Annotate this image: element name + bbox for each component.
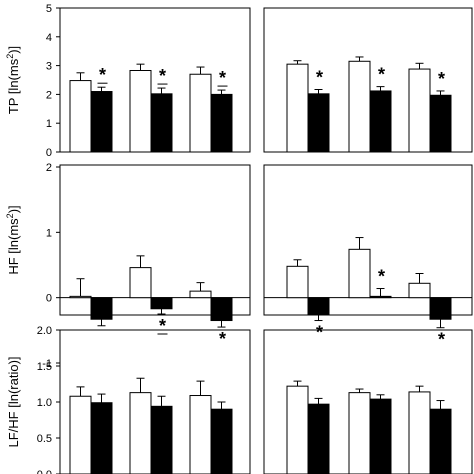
- y-tick-label: 2.0: [37, 325, 52, 337]
- y-tick-label: 2: [46, 89, 52, 101]
- y-tick-label: 1: [46, 118, 52, 130]
- bar-white: [69, 395, 92, 474]
- bar-white: [189, 395, 212, 474]
- bar-black: [307, 93, 330, 153]
- y-axis-label-sup: 2: [5, 213, 15, 218]
- y-tick-label: 0: [46, 147, 52, 159]
- bar-white: [408, 282, 431, 299]
- bar-black: [90, 297, 113, 320]
- bar-white: [286, 265, 309, 299]
- bar-white: [348, 392, 371, 474]
- panel-frame: [263, 329, 473, 474]
- bar-white: [286, 63, 309, 153]
- y-axis-label: HF [ln(ms2)]: [5, 205, 21, 274]
- y-tick-label: 3: [46, 61, 52, 73]
- significance-star: *: [99, 65, 106, 85]
- significance-star: *: [438, 330, 445, 350]
- bar-black: [210, 408, 233, 474]
- bar-white: [189, 73, 212, 153]
- panel-frame: [59, 164, 251, 316]
- y-tick-label: -1: [42, 358, 52, 370]
- bar-black: [429, 94, 452, 153]
- significance-star: *: [378, 267, 385, 287]
- bar-black: [429, 408, 452, 474]
- bar-white: [69, 295, 92, 299]
- y-tick-label: 1.5: [37, 361, 52, 373]
- bar-black: [210, 297, 233, 322]
- significance-star: *: [219, 68, 226, 88]
- bar-black: [90, 91, 113, 153]
- bar-black: [369, 90, 392, 153]
- bar-black: [307, 403, 330, 474]
- y-tick-label: 4: [46, 32, 52, 44]
- bar-black: [150, 93, 173, 153]
- y-tick-label: 2: [46, 162, 52, 174]
- y-axis-label: TP [ln(ms2)]: [5, 46, 21, 114]
- panel-frame: [263, 164, 473, 316]
- significance-star: *: [159, 66, 166, 86]
- bar-white: [286, 385, 309, 474]
- y-tick-label: 5: [46, 3, 52, 15]
- y-tick-label: 1.0: [37, 397, 52, 409]
- bar-white: [348, 60, 371, 153]
- bar-black: [150, 297, 173, 310]
- bar-white: [69, 80, 92, 153]
- y-tick-label: 0.5: [37, 433, 52, 445]
- y-axis-label-end: )]: [6, 205, 21, 213]
- y-axis-label-main: HF [ln(ms: [6, 218, 21, 275]
- bar-black: [369, 295, 392, 299]
- y-axis-label: LF/HF [ln(ratio)]: [6, 356, 21, 447]
- bar-black: [90, 402, 113, 474]
- y-tick-label: 0.0: [37, 469, 52, 474]
- bar-black: [150, 405, 173, 474]
- significance-star: *: [316, 323, 323, 343]
- bar-white: [348, 248, 371, 299]
- panel-frame: [59, 329, 251, 474]
- bar-black: [307, 297, 330, 315]
- y-axis-label-sup: 2: [5, 54, 15, 59]
- significance-star: *: [438, 69, 445, 89]
- bar-white: [129, 267, 152, 299]
- bar-white: [189, 290, 212, 299]
- significance-star: *: [316, 68, 323, 88]
- significance-star: *: [378, 65, 385, 85]
- y-tick-label: 0: [46, 293, 52, 305]
- y-axis-label-main: TP [ln(ms: [6, 58, 21, 114]
- significance-star: *: [159, 316, 166, 336]
- y-axis-label-end: )]: [6, 46, 21, 54]
- bar-black: [429, 297, 452, 320]
- y-axis-label-main: LF/HF [ln(ratio)]: [6, 356, 21, 447]
- bar-white: [408, 391, 431, 474]
- bar-white: [129, 392, 152, 474]
- significance-star: *: [219, 329, 226, 349]
- bar-white: [408, 68, 431, 153]
- y-tick-label: 1: [46, 227, 52, 239]
- bar-black: [210, 93, 233, 153]
- bar-black: [369, 398, 392, 474]
- bar-white: [129, 69, 152, 153]
